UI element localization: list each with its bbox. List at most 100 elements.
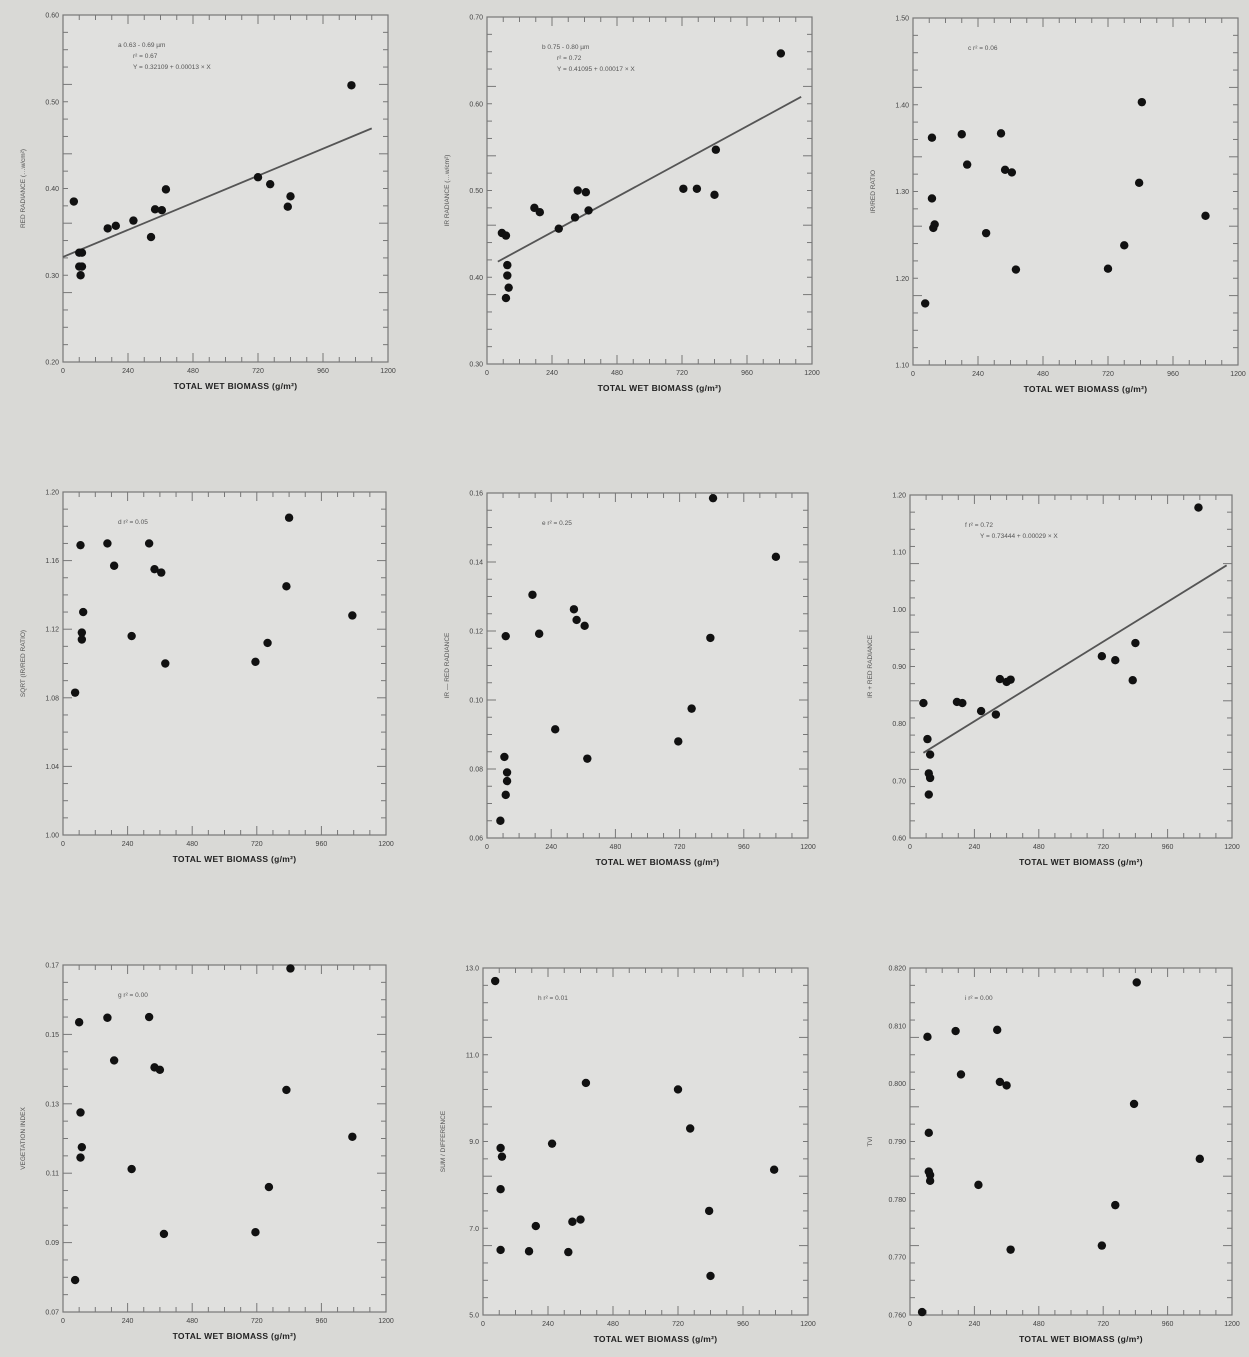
y-tick-label: 0.770: [888, 1255, 906, 1262]
data-point: [76, 540, 85, 550]
data-point: [687, 704, 696, 713]
x-tick-label: 1200: [800, 844, 816, 851]
y-tick-label: 9.0: [469, 1139, 479, 1146]
data-point: [956, 1070, 966, 1079]
data-point: [74, 1018, 84, 1027]
y-tick-label: 0.40: [45, 186, 59, 193]
x-tick-label: 240: [972, 371, 984, 378]
data-point: [771, 552, 781, 562]
x-tick-label: 240: [542, 1321, 554, 1328]
x-tick-label: 720: [252, 368, 264, 375]
y-tick-label: 0.11: [46, 1171, 59, 1178]
y-tick-label: 0.60: [892, 836, 906, 843]
x-axis-title: TOTAL WET BIOMASS (g/m²): [173, 854, 297, 864]
data-point: [996, 129, 1006, 138]
plot-frame: [62, 964, 387, 1313]
y-tick-label: 1.00: [45, 833, 59, 840]
data-point: [951, 1026, 960, 1036]
data-point: [923, 734, 932, 744]
data-point: [564, 1247, 573, 1257]
annotation-text: Y = 0.41095 + 0.00017 × X: [557, 66, 635, 73]
y-tick-label: 1.12: [45, 627, 59, 634]
x-tick-label: 720: [672, 1321, 684, 1328]
data-point: [1134, 178, 1144, 188]
x-tick-label: 240: [546, 370, 558, 377]
annotation-text: Y = 0.73444 + 0.00029 × X: [980, 533, 1058, 540]
y-tick-label: 0.30: [469, 362, 483, 369]
data-point: [576, 1215, 585, 1224]
x-tick-label: 1200: [378, 841, 394, 848]
plot-frame: [912, 17, 1239, 366]
y-tick-label: 0.10: [469, 698, 483, 705]
data-point: [1131, 638, 1140, 648]
x-axis-title: TOTAL WET BIOMASS (g/m²): [594, 1334, 718, 1344]
data-point: [348, 611, 357, 620]
x-tick-label: 1200: [1224, 844, 1240, 851]
data-point: [551, 725, 560, 734]
annotation-text: c r² = 0.06: [968, 45, 998, 52]
data-point: [776, 49, 786, 58]
data-point: [531, 1221, 541, 1231]
data-point: [76, 271, 85, 280]
x-tick-label: 0: [911, 371, 915, 378]
data-point: [103, 224, 112, 233]
x-tick-label: 960: [316, 841, 328, 848]
data-point: [706, 633, 715, 643]
data-point: [76, 1153, 85, 1162]
data-point: [286, 192, 295, 201]
x-tick-label: 480: [610, 844, 622, 851]
data-point: [78, 607, 88, 617]
y-tick-label: 0.90: [892, 664, 906, 671]
data-point: [704, 1206, 714, 1216]
x-tick-label: 720: [676, 370, 688, 377]
data-point: [995, 1077, 1005, 1087]
data-point: [69, 197, 79, 206]
data-point: [920, 299, 930, 308]
annotation-text: r² = 0.72: [557, 55, 582, 62]
data-point: [547, 1139, 557, 1148]
y-tick-label: 0.70: [469, 15, 483, 22]
data-point: [923, 1032, 932, 1042]
y-tick-label: 0.16: [469, 491, 483, 498]
data-point: [70, 688, 80, 697]
data-point: [282, 1085, 291, 1095]
x-tick-label: 480: [607, 1321, 619, 1328]
y-tick-label: 0.790: [888, 1139, 906, 1146]
plot-panel: 0 240 480 720 960 1200 0.06 0.08 0.10 0.12 0.14 0.1…: [444, 491, 816, 868]
y-tick-label: 1.20: [892, 493, 906, 500]
data-point: [930, 220, 939, 229]
y-tick-label: 0.800: [888, 1081, 906, 1088]
x-tick-label: 1200: [1224, 1321, 1240, 1328]
x-tick-label: 0: [485, 370, 489, 377]
data-point: [502, 768, 512, 777]
annotation-text: a 0.63 - 0.69 µm: [118, 42, 165, 49]
x-tick-label: 480: [1033, 844, 1045, 851]
data-point: [161, 185, 171, 194]
annotation-text: b 0.75 - 0.80 µm: [542, 44, 589, 51]
y-tick-label: 1.08: [45, 695, 59, 702]
plot-panel: 0 240 480 720 960 1200 1.10 1.20 1.30 1.40 1.50 TOT…: [870, 16, 1246, 395]
y-tick-label: 1.20: [45, 490, 59, 497]
x-tick-label: 720: [1097, 844, 1109, 851]
data-point: [265, 179, 275, 189]
x-tick-label: 240: [969, 844, 981, 851]
x-tick-label: 960: [316, 1318, 328, 1325]
data-point: [1002, 1081, 1011, 1090]
x-tick-label: 0: [481, 1321, 485, 1328]
data-point: [70, 1275, 80, 1285]
y-tick-label: 11.0: [466, 1052, 479, 1059]
data-point: [919, 698, 928, 708]
y-tick-label: 0.15: [45, 1032, 59, 1039]
data-point: [496, 1245, 505, 1255]
x-tick-label: 480: [187, 368, 199, 375]
data-point: [157, 568, 166, 577]
data-point: [129, 216, 138, 225]
annotation-text: Y = 0.32109 + 0.00013 × X: [133, 64, 211, 71]
y-tick-label: 1.50: [895, 16, 909, 23]
data-point: [347, 81, 356, 90]
y-axis-title: RED RADIANCE (…w/cm²): [20, 149, 27, 228]
x-axis-title: TOTAL WET BIOMASS (g/m²): [596, 857, 720, 867]
y-tick-label: 0.60: [45, 13, 59, 20]
y-tick-label: 0.810: [888, 1023, 906, 1030]
